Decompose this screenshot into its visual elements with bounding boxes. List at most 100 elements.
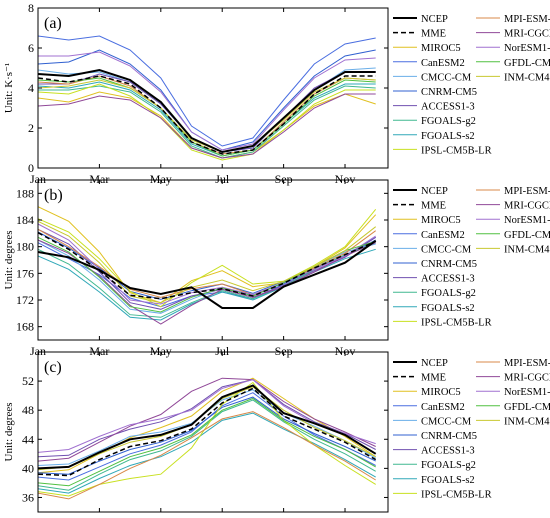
legend-label-cnrm-cm5: CNRM-CM5 [421, 431, 477, 442]
legend: NCEP MME MIROC5 CanESM2 CMCC-CM CNRM-CM5 ACCES… [393, 14, 550, 156]
legend-label-mri-cgcm3: MRI-CGCM3 [504, 29, 550, 40]
legend-label-ipsl-cm5b-lr: IPSL-CM5B-LR [421, 489, 492, 500]
series-line-noresm1-m [38, 51, 376, 151]
y-tick-label: 188 [16, 186, 34, 200]
legend-label-access1-3: ACCESS1-3 [421, 274, 475, 285]
legend-label-cnrm-cm5: CNRM-CM5 [421, 259, 477, 270]
x-tick-label: May [150, 172, 172, 186]
legend-label-mpi-esm-lr: MPI-ESM-LR [504, 358, 550, 369]
legend-label-noresm1-m: NorESM1-M [504, 43, 550, 54]
panel-3: 36 40 44 48 52 Jan Mar May Jul Sep Nov (c) Unit: deg… [3, 351, 550, 518]
series-line-cnrm-cm5 [38, 396, 376, 475]
legend: NCEP MME MIROC5 CanESM2 CMCC-CM CNRM-CM5 ACCES… [393, 186, 550, 328]
legend-label-access1-3: ACCESS1-3 [421, 102, 475, 113]
legend-label-miroc5: MIROC5 [421, 215, 461, 226]
legend-label-cmcc-cm: CMCC-CM [421, 72, 472, 83]
y-tick-label: 168 [16, 320, 34, 334]
y-tick-label: 4 [28, 81, 34, 95]
series-line-fgoals-g2 [38, 85, 376, 159]
y-tick-label: 8 [28, 1, 34, 15]
series-line-gfdl-cm3 [38, 77, 376, 157]
x-tick-label: Sep [275, 516, 293, 518]
series-line-cnrm-cm5 [38, 49, 376, 151]
legend-label-miroc5: MIROC5 [421, 43, 461, 54]
legend-label-mme: MME [421, 373, 446, 384]
series-line-mri-cgcm3 [38, 93, 376, 159]
panel-label: (b) [44, 187, 63, 204]
legend-label-cnrm-cm5: CNRM-CM5 [421, 87, 477, 98]
legend-label-inm-cm4: INM-CM4 [504, 244, 550, 255]
series-lines [38, 377, 377, 500]
legend-label-mri-cgcm3: MRI-CGCM3 [504, 201, 550, 212]
y-tick-label: 176 [16, 266, 34, 280]
series-line-cmcc-cm [38, 67, 376, 153]
y-tick-label: 180 [16, 240, 34, 254]
y-tick-label: 2 [28, 121, 34, 135]
y-axis-label: Unit: degrees [3, 231, 15, 290]
legend-label-cmcc-cm: CMCC-CM [421, 244, 472, 255]
series-line-inm-cm4 [38, 220, 377, 304]
series-line-mri-cgcm3 [38, 377, 376, 462]
legend-label-canesm2: CanESM2 [421, 230, 465, 241]
series-line-mri-cgcm3 [38, 239, 376, 325]
series-lines [38, 35, 376, 161]
legend-label-cmcc-cm: CMCC-CM [421, 416, 472, 427]
y-axis-label: Unit: degrees [3, 403, 15, 462]
y-tick-label: 36 [22, 490, 34, 504]
legend-label-mme: MME [421, 29, 446, 40]
legend-label-miroc5: MIROC5 [421, 387, 461, 398]
legend-label-access1-3: ACCESS1-3 [421, 446, 475, 457]
legend-label-fgoals-s2: FGOALS-s2 [421, 475, 475, 486]
x-tick-label: Jan [30, 172, 46, 186]
series-line-miroc5 [38, 206, 377, 304]
x-tick-label: Jan [30, 344, 46, 358]
series-line-mpi-esm-lr [38, 228, 376, 298]
series-line-ncep [38, 384, 377, 470]
x-tick-label: Sep [275, 172, 293, 186]
legend-label-gfdl-cm3: GFDL-CM3 [504, 402, 550, 413]
y-axis-label: Unit: K·s⁻¹ [3, 63, 15, 113]
legend-label-noresm1-m: NorESM1-M [504, 387, 550, 398]
plot-frame [37, 179, 389, 341]
legend-label-canesm2: CanESM2 [421, 402, 465, 413]
x-tick-label: Jan [30, 516, 46, 518]
y-tick-label: 172 [16, 293, 34, 307]
x-tick-label: Nov [335, 344, 356, 358]
legend-label-fgoals-g2: FGOALS-g2 [421, 116, 476, 127]
legend-label-gfdl-cm3: GFDL-CM3 [504, 230, 550, 241]
series-line-mme [38, 75, 376, 155]
legend-label-fgoals-s2: FGOALS-s2 [421, 131, 475, 142]
y-tick-label: 6 [28, 41, 34, 55]
y-tick-label: 48 [22, 403, 34, 417]
series-line-gfdl-cm3 [38, 397, 376, 487]
legend-label-fgoals-s2: FGOALS-s2 [421, 303, 475, 314]
y-tick-label: 184 [16, 213, 34, 227]
legend-label-canesm2: CanESM2 [421, 58, 465, 69]
x-tick-label: Mar [89, 172, 109, 186]
series-line-canesm2 [38, 35, 376, 147]
legend-label-ncep: NCEP [421, 186, 448, 197]
series-line-cmcc-cm [38, 239, 376, 314]
panel-1: 0 2 4 6 8 Jan Mar May Jul Sep Nov (a) Unit: K·s⁻¹ NCE… [3, 1, 550, 186]
x-tick-label: Jul [215, 516, 230, 518]
x-tick-label: Mar [89, 344, 109, 358]
y-tick-label: 52 [22, 374, 34, 388]
legend-label-mpi-esm-lr: MPI-ESM-LR [504, 14, 550, 25]
series-line-ipsl-cm5b-lr [38, 208, 377, 308]
series-line-fgoals-g2 [38, 399, 376, 491]
x-tick-label: May [150, 516, 172, 518]
series-line-ncep [38, 239, 377, 309]
series-lines [38, 206, 377, 325]
series-line-gfdl-cm3 [38, 236, 376, 313]
y-tick-label: 40 [22, 461, 34, 475]
x-tick-label: Sep [275, 344, 293, 358]
legend-label-ncep: NCEP [421, 14, 448, 25]
legend-label-ncep: NCEP [421, 358, 448, 369]
legend-label-gfdl-cm3: GFDL-CM3 [504, 58, 550, 69]
y-tick-label: 44 [22, 432, 34, 446]
legend-label-fgoals-g2: FGOALS-g2 [421, 288, 476, 299]
y-tick-label: 0 [28, 161, 34, 175]
legend-label-ipsl-cm5b-lr: IPSL-CM5B-LR [421, 145, 492, 156]
panel-label: (a) [44, 15, 62, 32]
